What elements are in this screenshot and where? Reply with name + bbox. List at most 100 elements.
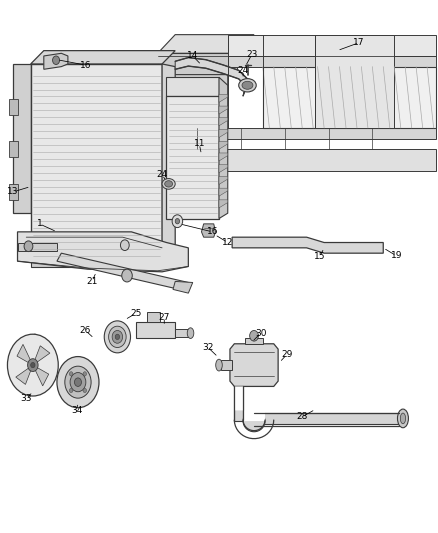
Circle shape [69, 389, 73, 393]
Text: 14: 14 [187, 52, 198, 60]
Text: 12: 12 [222, 238, 233, 247]
Text: 16: 16 [80, 61, 91, 69]
Text: 16: 16 [207, 228, 218, 236]
Polygon shape [158, 75, 228, 117]
Polygon shape [166, 96, 219, 219]
Text: 30: 30 [255, 329, 266, 337]
Polygon shape [31, 51, 175, 64]
Circle shape [31, 362, 35, 368]
Polygon shape [219, 188, 228, 196]
Polygon shape [18, 232, 188, 272]
Polygon shape [221, 360, 232, 370]
Circle shape [74, 378, 81, 386]
Circle shape [57, 357, 99, 408]
Polygon shape [147, 312, 160, 322]
Polygon shape [173, 281, 193, 293]
Text: 33: 33 [21, 394, 32, 403]
Ellipse shape [400, 413, 406, 424]
Circle shape [83, 372, 87, 376]
Circle shape [122, 269, 132, 282]
Polygon shape [34, 346, 50, 363]
Polygon shape [228, 56, 436, 67]
Polygon shape [219, 200, 228, 208]
Circle shape [115, 334, 120, 340]
Circle shape [69, 372, 73, 376]
Text: 13: 13 [7, 188, 19, 196]
Text: 1: 1 [36, 220, 42, 228]
Text: 26: 26 [80, 326, 91, 335]
Circle shape [175, 219, 180, 224]
Polygon shape [234, 386, 265, 421]
Circle shape [109, 326, 126, 348]
Polygon shape [254, 413, 403, 424]
Text: 19: 19 [391, 252, 402, 260]
Ellipse shape [215, 359, 222, 371]
Polygon shape [162, 64, 175, 261]
Text: 29: 29 [281, 350, 293, 359]
Polygon shape [219, 94, 228, 102]
Ellipse shape [165, 181, 173, 187]
Polygon shape [14, 334, 50, 385]
Polygon shape [136, 322, 175, 338]
Polygon shape [57, 253, 188, 290]
Polygon shape [31, 64, 162, 261]
Ellipse shape [242, 82, 253, 90]
Polygon shape [219, 77, 228, 219]
Text: 28: 28 [297, 413, 308, 421]
Polygon shape [158, 35, 254, 53]
Ellipse shape [398, 409, 409, 427]
Polygon shape [315, 35, 394, 128]
Circle shape [53, 56, 60, 64]
Polygon shape [219, 176, 228, 184]
Polygon shape [44, 53, 68, 69]
Circle shape [120, 240, 129, 251]
Polygon shape [13, 64, 31, 213]
Polygon shape [219, 106, 228, 114]
Text: 17: 17 [353, 38, 365, 47]
Polygon shape [17, 344, 31, 364]
Text: 25: 25 [130, 309, 141, 318]
Circle shape [7, 334, 58, 396]
Circle shape [65, 366, 91, 398]
Polygon shape [18, 243, 57, 251]
Text: 23: 23 [246, 50, 258, 59]
Polygon shape [219, 141, 228, 149]
Polygon shape [16, 367, 32, 384]
Polygon shape [232, 237, 383, 253]
Polygon shape [228, 35, 436, 56]
Polygon shape [158, 53, 237, 75]
Circle shape [104, 321, 131, 353]
Circle shape [112, 330, 123, 343]
Polygon shape [31, 261, 162, 266]
Text: 27: 27 [159, 313, 170, 321]
Polygon shape [9, 99, 18, 115]
Polygon shape [9, 141, 18, 157]
Ellipse shape [247, 402, 261, 413]
Polygon shape [230, 344, 278, 386]
Text: 21: 21 [86, 277, 98, 286]
Ellipse shape [162, 179, 175, 189]
Polygon shape [245, 338, 263, 344]
Text: 24: 24 [156, 171, 168, 179]
Polygon shape [158, 128, 436, 139]
Polygon shape [219, 118, 228, 126]
Polygon shape [166, 149, 436, 171]
Text: 32: 32 [202, 343, 214, 352]
Circle shape [83, 389, 87, 393]
Polygon shape [219, 130, 228, 138]
Text: 11: 11 [194, 140, 205, 148]
Ellipse shape [243, 410, 265, 432]
Polygon shape [175, 329, 191, 337]
Circle shape [172, 215, 183, 228]
Polygon shape [175, 58, 247, 96]
Text: 34: 34 [71, 406, 82, 415]
Text: 24: 24 [237, 66, 249, 75]
Text: 15: 15 [314, 253, 325, 261]
Polygon shape [234, 386, 243, 421]
Circle shape [24, 241, 33, 252]
Circle shape [70, 373, 86, 392]
Circle shape [28, 359, 38, 372]
Polygon shape [263, 67, 436, 128]
Ellipse shape [239, 78, 256, 92]
Polygon shape [201, 224, 215, 237]
